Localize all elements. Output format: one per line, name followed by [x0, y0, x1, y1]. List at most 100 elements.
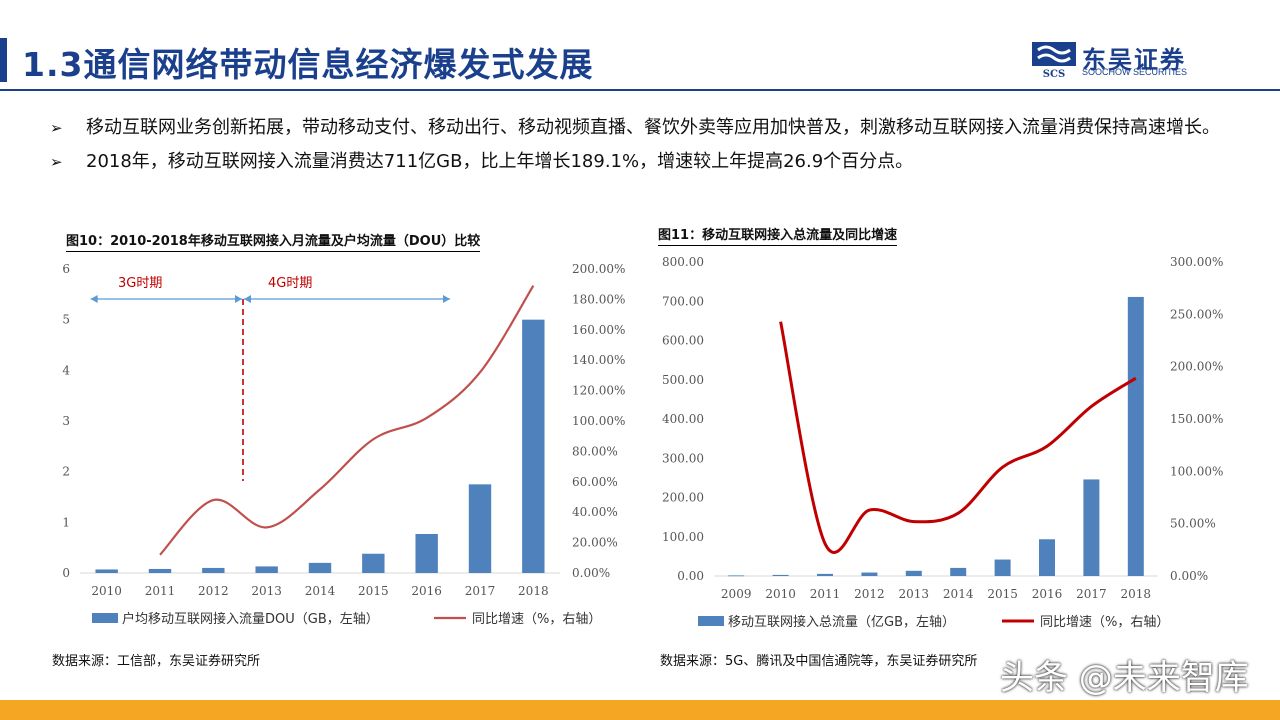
chart1-x-tick: 2013	[251, 584, 282, 598]
chart2-bar	[1083, 479, 1100, 576]
chart1-bar	[522, 319, 545, 573]
chart2-legend-bar-label: 移动互联网接入总流量（亿GB，左轴）	[728, 614, 955, 630]
chart2-y-left-tick: 200.00	[662, 491, 704, 505]
chart2-y-left-tick: 100.00	[662, 530, 704, 544]
arrow-bullet-icon: ➢	[50, 153, 63, 171]
chart1-y-right-tick: 120.00%	[572, 384, 625, 398]
chart1-y-right-tick: 140.00%	[572, 353, 625, 367]
footer-bar	[0, 700, 1280, 720]
header-divider	[0, 89, 1280, 91]
chart2-bar	[1039, 539, 1055, 576]
chart2-y-left-tick: 0.00	[677, 569, 704, 583]
chart1-y-left-tick: 0	[62, 566, 70, 580]
chart2-x-tick: 2010	[765, 587, 796, 601]
chart1-y-right-tick: 0.00%	[572, 566, 610, 580]
logo-cn: 东吴证券	[1082, 46, 1186, 74]
chart1-bar	[95, 569, 118, 573]
chart2-title: 图11：移动互联网接入总流量及同比增速	[658, 224, 898, 246]
chart2-y-right-tick: 50.00%	[1170, 517, 1216, 531]
chart1-y-right-tick: 60.00%	[572, 475, 618, 489]
chart1-y-right-tick: 180.00%	[572, 292, 625, 306]
chart2-x-tick: 2017	[1076, 587, 1107, 601]
chart2-x-tick: 2015	[987, 587, 1018, 601]
chart1-x-tick: 2017	[465, 584, 496, 598]
chart1-y-left-tick: 1	[62, 515, 70, 529]
chart1-legend-line-label: 同比增速（%，右轴）	[472, 612, 601, 627]
chart2-y-right-tick: 100.00%	[1170, 464, 1223, 478]
chart1-dou: 01234560.00%20.00%40.00%60.00%80.00%100.…	[62, 262, 625, 627]
chart1-bar	[255, 566, 278, 573]
watermark: 头条 @未来智库	[1000, 658, 1249, 698]
chart1-y-right-tick: 160.00%	[572, 323, 625, 337]
chart1-y-right-tick: 40.00%	[572, 505, 618, 519]
chart1-y-right-tick: 20.00%	[572, 536, 618, 550]
page-header: 1.3通信网络带动信息经济爆发式发展 SCS 东吴证券 SOOCHOW SECU…	[0, 0, 1280, 92]
chart2-y-left-tick: 400.00	[662, 412, 704, 426]
chart1-x-tick: 2016	[411, 584, 442, 598]
logo-mark-icon: SCS	[1032, 42, 1076, 78]
chart1-4g-label: 4G时期	[268, 276, 312, 291]
arrow-bullet-icon: ➢	[50, 119, 63, 137]
chart2-y-right-tick: 300.00%	[1170, 255, 1223, 269]
chart1-y-left-tick: 2	[62, 465, 70, 479]
chart1-y-left-tick: 4	[62, 363, 70, 377]
chart1-3g-arrowhead-right	[235, 295, 242, 303]
chart2-growth-line	[779, 321, 1137, 554]
page-title: 1.3通信网络带动信息经济爆发式发展	[22, 45, 594, 84]
logo-mark-text: SCS	[1043, 69, 1065, 78]
chart2-y-right-tick: 250.00%	[1170, 307, 1223, 321]
bullet-item: ➢ 移动互联网业务创新拓展，带动移动支付、移动出行、移动视频直播、餐饮外卖等应用…	[50, 112, 1240, 144]
chart2-y-right-tick: 0.00%	[1170, 569, 1208, 583]
chart1-y-right-tick: 80.00%	[572, 444, 618, 458]
chart2-legend-bar-swatch	[698, 616, 724, 626]
chart1-x-tick: 2010	[91, 584, 122, 598]
bullet-list: ➢ 移动互联网业务创新拓展，带动移动支付、移动出行、移动视频直播、餐饮外卖等应用…	[50, 112, 1240, 178]
chart1-bar	[308, 562, 332, 573]
chart2-x-tick: 2009	[721, 587, 752, 601]
bullet-item: ➢ 2018年，移动互联网接入流量消费达711亿GB，比上年增长189.1%，增…	[50, 146, 1240, 178]
chart1-title-text: 图10：2010-2018年移动互联网接入月流量及户均流量（DOU）比较	[66, 234, 481, 252]
chart2-bar	[950, 567, 967, 576]
chart1-3g-arrowhead-left	[90, 295, 98, 303]
chart2-bar	[1127, 296, 1144, 576]
chart1-bar	[468, 484, 492, 573]
chart2-bar	[772, 574, 789, 576]
chart1-y-right-tick: 200.00%	[572, 262, 625, 276]
chart2-bar	[861, 572, 878, 576]
chart1-x-tick: 2011	[145, 584, 176, 598]
chart2-x-tick: 2012	[854, 587, 885, 601]
chart1-x-tick: 2012	[198, 584, 229, 598]
chart2-y-left-tick: 700.00	[662, 294, 704, 308]
chart2-legend-line-label: 同比增速（%，右轴）	[1040, 615, 1169, 630]
chart2-bar	[905, 570, 922, 576]
logo-en: SOOCHOW SECURITIES	[1082, 67, 1188, 77]
chart1-x-tick: 2015	[358, 584, 389, 598]
chart2-y-left-tick: 500.00	[662, 373, 704, 387]
chart1-growth-line	[159, 285, 535, 556]
title-accent-bar	[0, 38, 7, 82]
chart2-y-right-tick: 150.00%	[1170, 412, 1223, 426]
chart2-x-tick: 2011	[810, 587, 841, 601]
chart2-x-tick: 2016	[1032, 587, 1063, 601]
chart2-bar	[728, 575, 745, 577]
chart2-x-tick: 2014	[943, 587, 974, 601]
chart1-source: 数据来源：工信部，东吴证券研究所	[52, 654, 261, 669]
bullet-text: 2018年，移动互联网接入流量消费达711亿GB，比上年增长189.1%，增速较…	[86, 151, 914, 172]
chart2-y-right-tick: 200.00%	[1170, 360, 1223, 374]
chart2-bar	[817, 573, 833, 576]
chart1-x-tick: 2014	[305, 584, 336, 598]
chart2-total-traffic: 0.00 100.00 200.00 300.00 400.00 500.00 600.00…	[662, 255, 1223, 630]
chart2-x-tick: 2018	[1121, 587, 1152, 601]
company-logo: SCS 东吴证券 SOOCHOW SECURITIES	[1032, 40, 1232, 82]
chart1-bar	[362, 553, 385, 573]
chart2-y-left-tick: 300.00	[662, 451, 704, 465]
chart1-x-tick: 2018	[518, 584, 549, 598]
chart2-x-tick: 2013	[899, 587, 930, 601]
chart1-bar	[415, 533, 438, 573]
chart1-y-left-tick: 5	[62, 313, 70, 327]
chart1-y-left-tick: 3	[62, 414, 70, 428]
bullet-text: 移动互联网业务创新拓展，带动移动支付、移动出行、移动视频直播、餐饮外卖等应用加快…	[86, 117, 1220, 138]
chart1-legend-bar-swatch	[92, 613, 118, 623]
chart2-y-left-tick: 800.00	[662, 255, 704, 269]
chart1-4g-arrowhead-right	[443, 295, 450, 303]
